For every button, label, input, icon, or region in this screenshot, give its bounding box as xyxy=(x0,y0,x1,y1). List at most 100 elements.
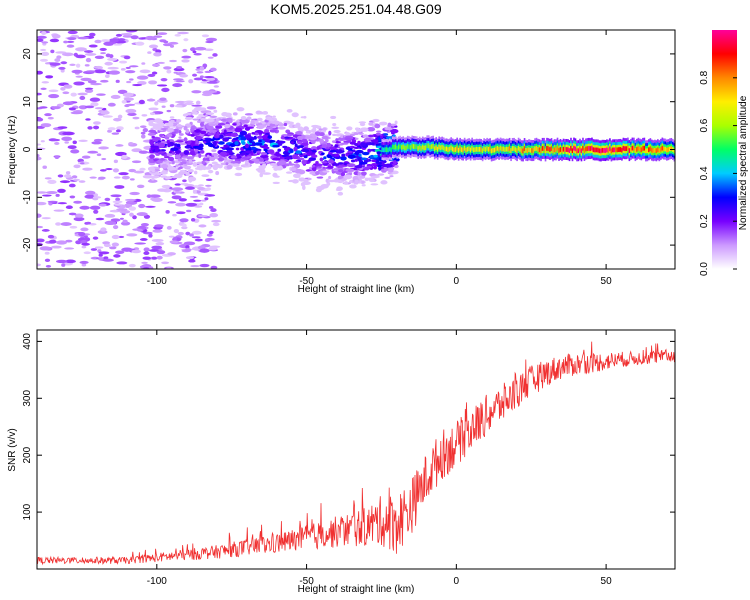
spectral-blob xyxy=(311,164,316,168)
noise-blob xyxy=(75,63,81,68)
band-segment xyxy=(553,147,556,153)
spectral-blob xyxy=(357,140,361,145)
band-segment xyxy=(538,147,541,153)
band-segment xyxy=(391,144,394,150)
spectral-blob xyxy=(336,186,343,191)
noise-blob xyxy=(156,255,163,260)
spectral-blob xyxy=(363,137,372,143)
band-segment xyxy=(454,147,457,152)
noise-blob xyxy=(165,210,170,214)
noise-blob xyxy=(204,48,214,52)
band-segment xyxy=(627,145,629,151)
noise-blob xyxy=(98,251,110,255)
y-tick-label: 200 xyxy=(22,446,33,463)
spectral-blob xyxy=(156,172,162,176)
spectral-blob xyxy=(148,158,154,164)
band-segment xyxy=(645,148,647,154)
noise-blob xyxy=(151,245,163,250)
noise-blob xyxy=(115,197,121,202)
spectral-blob xyxy=(259,154,269,158)
band-segment xyxy=(418,144,421,150)
band-segment xyxy=(568,148,571,153)
spectral-blob xyxy=(256,150,262,154)
noise-blob xyxy=(62,91,70,95)
spectral-blob xyxy=(225,147,235,151)
band-segment xyxy=(436,146,439,152)
spectral-blob xyxy=(160,128,168,131)
spectral-blob xyxy=(205,112,215,116)
band-segment xyxy=(406,143,409,149)
spectral-blob xyxy=(285,156,292,160)
spectral-blob xyxy=(327,159,335,164)
band-segment xyxy=(591,145,593,151)
noise-blob xyxy=(126,233,138,237)
noise-blob xyxy=(199,263,210,268)
spectral-blob xyxy=(176,143,181,148)
band-segment xyxy=(556,145,559,151)
spectral-blob xyxy=(187,140,192,144)
band-segment xyxy=(384,147,387,153)
noise-blob xyxy=(192,189,197,194)
noise-blob xyxy=(39,58,48,62)
noise-blob xyxy=(165,153,173,157)
band-segment xyxy=(550,146,553,152)
noise-blob xyxy=(40,140,45,143)
spectral-blob xyxy=(368,178,375,183)
band-segment xyxy=(474,147,476,153)
band-segment xyxy=(571,148,574,154)
noise-blob xyxy=(75,47,88,52)
spectral-blob xyxy=(311,154,318,159)
noise-blob xyxy=(101,157,107,161)
noise-blob xyxy=(77,36,90,40)
noise-blob xyxy=(169,240,179,244)
spectral-blob xyxy=(234,141,239,146)
spectrogram-x-ticks: -100 -50 0 50 xyxy=(147,30,612,287)
spectral-blob xyxy=(168,156,175,162)
spectral-blob xyxy=(393,164,399,169)
snr-y-label: SNR (v/v) xyxy=(7,428,18,471)
spectral-blob xyxy=(276,140,285,145)
spectral-blob xyxy=(354,179,359,183)
colorbar-tick-label: 0.2 xyxy=(699,214,710,228)
noise-blob xyxy=(85,190,96,195)
spectral-blob xyxy=(318,128,324,131)
band-segment xyxy=(429,144,432,150)
spectral-blob xyxy=(394,120,398,125)
noise-blob xyxy=(57,174,64,178)
band-segment xyxy=(415,144,418,150)
spectral-blob xyxy=(297,141,303,145)
band-segment xyxy=(385,147,388,152)
noise-blob xyxy=(99,169,107,172)
band-segment xyxy=(438,144,441,150)
band-segment xyxy=(652,148,655,154)
band-segment xyxy=(622,145,625,151)
spectral-blob xyxy=(297,126,304,131)
spectral-blob xyxy=(302,153,307,156)
noise-blob xyxy=(186,209,192,213)
spectral-blob xyxy=(375,130,382,133)
band-segment xyxy=(448,146,451,152)
noise-blob xyxy=(55,51,67,54)
band-segment xyxy=(516,148,518,153)
spectral-blob xyxy=(151,135,156,139)
band-segment xyxy=(508,146,511,151)
noise-blob xyxy=(81,242,90,246)
noise-blob xyxy=(154,101,159,106)
noise-blob xyxy=(208,205,214,209)
band-segment xyxy=(597,147,599,153)
spectral-blob xyxy=(171,151,176,155)
noise-blob xyxy=(104,74,110,79)
spectral-blob xyxy=(178,166,183,170)
noise-blob xyxy=(37,191,48,194)
band-segment xyxy=(615,147,617,153)
spectral-blob xyxy=(219,134,224,139)
spectral-blob xyxy=(244,126,251,131)
noise-blob xyxy=(136,212,148,217)
y-tick-label: 300 xyxy=(22,390,33,407)
noise-blob xyxy=(115,129,121,133)
noise-blob xyxy=(139,69,151,74)
band-segment xyxy=(655,148,658,154)
band-segment xyxy=(427,143,430,149)
